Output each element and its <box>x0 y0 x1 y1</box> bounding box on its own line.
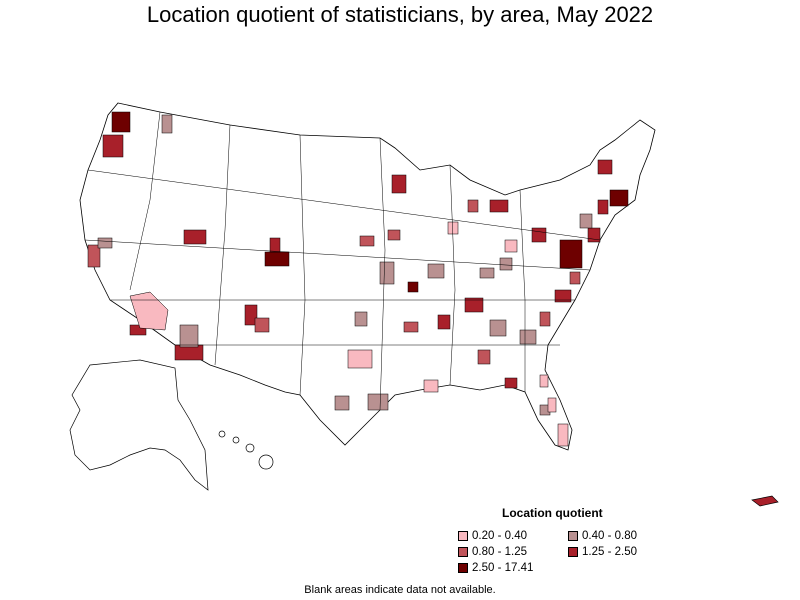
legend-item-0: 0.20 - 0.40 <box>458 530 527 542</box>
legend-swatch <box>568 547 578 557</box>
map-title: Location quotient of statisticians, by a… <box>146 2 654 27</box>
legend-item-3: 1.25 - 2.50 <box>568 546 637 558</box>
legend-label: 0.40 - 0.80 <box>582 530 637 542</box>
shaded-areas <box>87 111 629 447</box>
legend-label: 1.25 - 2.50 <box>582 546 637 558</box>
area-borders <box>84 111 601 411</box>
legend-swatch <box>458 563 468 573</box>
footnote: Blank areas indicate data not available. <box>304 584 496 596</box>
legend-item-1: 0.40 - 0.80 <box>568 530 637 542</box>
puerto-rico <box>751 495 779 507</box>
legend-swatch <box>458 531 468 541</box>
legend-item-4: 2.50 - 17.41 <box>458 562 533 574</box>
contiguous-us-outline <box>79 102 656 451</box>
legend-swatch <box>568 531 578 541</box>
legend-item-2: 0.80 - 1.25 <box>458 546 527 558</box>
legend-title: Location quotient <box>502 506 603 520</box>
hawaii-islands <box>218 430 274 470</box>
alaska-outline <box>69 359 209 491</box>
legend-label: 0.80 - 1.25 <box>472 546 527 558</box>
legend-swatch <box>458 547 468 557</box>
legend-label: 0.20 - 0.40 <box>472 530 527 542</box>
legend-label: 2.50 - 17.41 <box>472 562 534 574</box>
